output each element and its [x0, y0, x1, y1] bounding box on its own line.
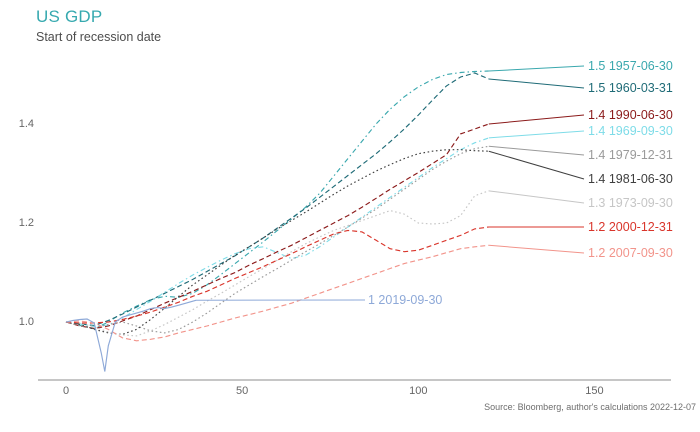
series-label-1957-06-30: 1.5 1957-06-30: [588, 58, 673, 73]
series-line-2007-09-30: [65, 244, 489, 342]
leader-line-1973-09-30: [488, 190, 585, 204]
leader-line-1981-06-30: [488, 150, 585, 180]
series-line-1960-03-31: [65, 72, 490, 327]
series-line-2019-09-30: [65, 299, 197, 372]
leader-line-1960-03-31: [488, 78, 585, 89]
leader-line-1969-09-30: [488, 130, 585, 139]
x-tick-label: 50: [236, 385, 249, 397]
leader-line-1979-12-31: [488, 145, 585, 156]
series-label-1973-09-30: 1.3 1973-09-30: [588, 195, 673, 210]
y-tick-label: 1.0: [18, 316, 34, 328]
x-tick-label: 0: [62, 385, 70, 397]
series-label-1979-12-31: 1.4 1979-12-31: [588, 147, 673, 162]
leader-line-2007-09-30: [488, 244, 585, 254]
series-line-1990-06-30: [65, 123, 489, 329]
series-label-2007-09-30: 1.2 2007-09-30: [588, 245, 673, 260]
series-line-1973-09-30: [65, 190, 489, 337]
chart-title: US GDP: [36, 7, 103, 26]
y-tick-label: 1.2: [18, 217, 34, 229]
series-line-1957-06-30: [65, 70, 489, 330]
leader-line-1990-06-30: [488, 114, 585, 125]
series-line-1981-06-30: [65, 149, 489, 335]
chart-subtitle: Start of recession date: [36, 30, 162, 44]
series-label-1990-06-30: 1.4 1990-06-30: [588, 107, 673, 122]
y-tick-label: 1.4: [18, 118, 34, 130]
x-tick-label: 150: [585, 385, 604, 397]
series-label-1969-09-30: 1.4 1969-09-30: [588, 123, 673, 138]
series-label-2000-12-31: 1.2 2000-12-31: [588, 219, 673, 234]
series-label-1981-06-30: 1.4 1981-06-30: [588, 171, 673, 186]
leader-line-1957-06-30: [488, 65, 585, 72]
series-line-2000-12-31: [65, 226, 489, 324]
source-note: Source: Bloomberg, author's calculations…: [484, 402, 696, 412]
series-label-2019-09-30: 1 2019-09-30: [368, 292, 443, 307]
x-tick-label: 100: [409, 385, 428, 397]
series-line-1979-12-31: [65, 145, 489, 334]
series-label-1960-03-31: 1.5 1960-03-31: [588, 80, 673, 95]
